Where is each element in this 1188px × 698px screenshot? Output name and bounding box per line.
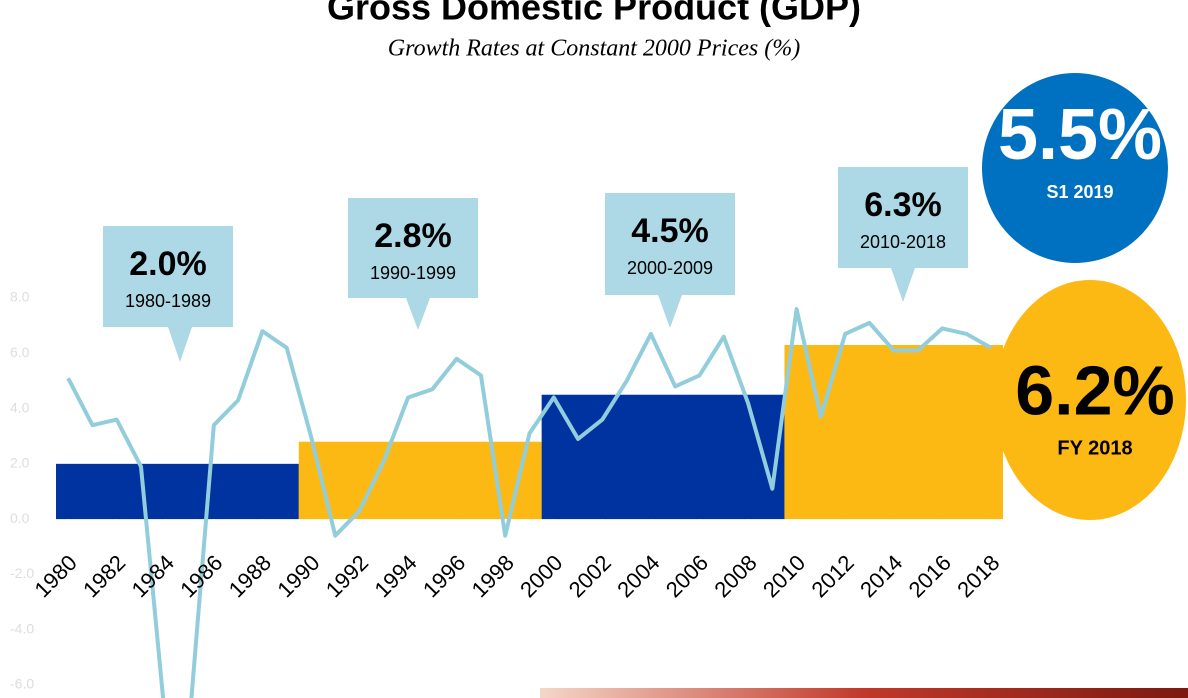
x-tick-label: 2010 (758, 550, 810, 602)
y-tick-label: 6.0 (10, 344, 30, 360)
callout-period: 2010-2018 (860, 232, 946, 252)
x-tick-label: 2000 (515, 550, 567, 602)
period-bar (541, 394, 785, 520)
highlight-label: FY 2018 (1057, 437, 1132, 459)
y-tick-label: 0.0 (10, 510, 30, 526)
x-tick-label: 2004 (612, 550, 664, 602)
callout-period: 1980-1989 (125, 291, 211, 311)
y-tick-label: -2.0 (10, 565, 34, 581)
photo-strip (540, 688, 1188, 698)
highlight-value: 5.5% (998, 95, 1162, 175)
y-tick-label: -4.0 (10, 620, 34, 636)
y-tick-label: -6.0 (10, 676, 34, 692)
callout-value: 6.3% (864, 186, 942, 224)
callout (838, 167, 968, 302)
callout (103, 226, 233, 362)
x-tick-label: 1988 (224, 550, 276, 602)
x-tick-label: 1998 (467, 550, 519, 602)
y-tick-label: 8.0 (10, 289, 30, 305)
x-tick-label: 2012 (807, 550, 859, 602)
period-bar (784, 344, 1003, 520)
callout (605, 193, 735, 328)
x-tick-label: 1982 (78, 550, 130, 602)
highlight-value: 6.2% (1015, 351, 1175, 429)
period-bar (56, 463, 299, 520)
callout-value: 2.8% (374, 217, 452, 255)
period-bar (298, 441, 542, 520)
x-tick-label: 1990 (272, 550, 324, 602)
chart-subtitle: Growth Rates at Constant 2000 Prices (%) (388, 36, 800, 62)
x-tick-label: 2016 (904, 550, 956, 602)
plot-area (56, 307, 1003, 698)
chart-title: Gross Domestic Product (GDP) (327, 0, 861, 28)
x-tick-label: 1996 (418, 550, 470, 602)
highlight-bubble (994, 280, 1186, 520)
x-tick-label: 2018 (952, 550, 1004, 602)
y-tick-label: 4.0 (10, 399, 30, 415)
x-tick-label: 1980 (29, 550, 81, 602)
x-tick-label: 2006 (661, 550, 713, 602)
highlight-bubble (982, 73, 1168, 263)
x-tick-label: 1994 (369, 550, 421, 602)
callout-value: 4.5% (631, 212, 709, 250)
x-tick-label: 2014 (855, 550, 907, 602)
callout-value: 2.0% (129, 245, 207, 283)
callout (348, 198, 478, 330)
x-tick-label: 1992 (321, 550, 373, 602)
x-tick-label: 2002 (564, 550, 616, 602)
callout-period: 1990-1999 (370, 263, 456, 283)
y-tick-label: 2.0 (10, 455, 30, 471)
callout-period: 2000-2009 (627, 258, 713, 278)
gdp-line (66, 307, 992, 698)
highlight-label: S1 2019 (1046, 182, 1113, 202)
x-tick-label: 2008 (709, 550, 761, 602)
